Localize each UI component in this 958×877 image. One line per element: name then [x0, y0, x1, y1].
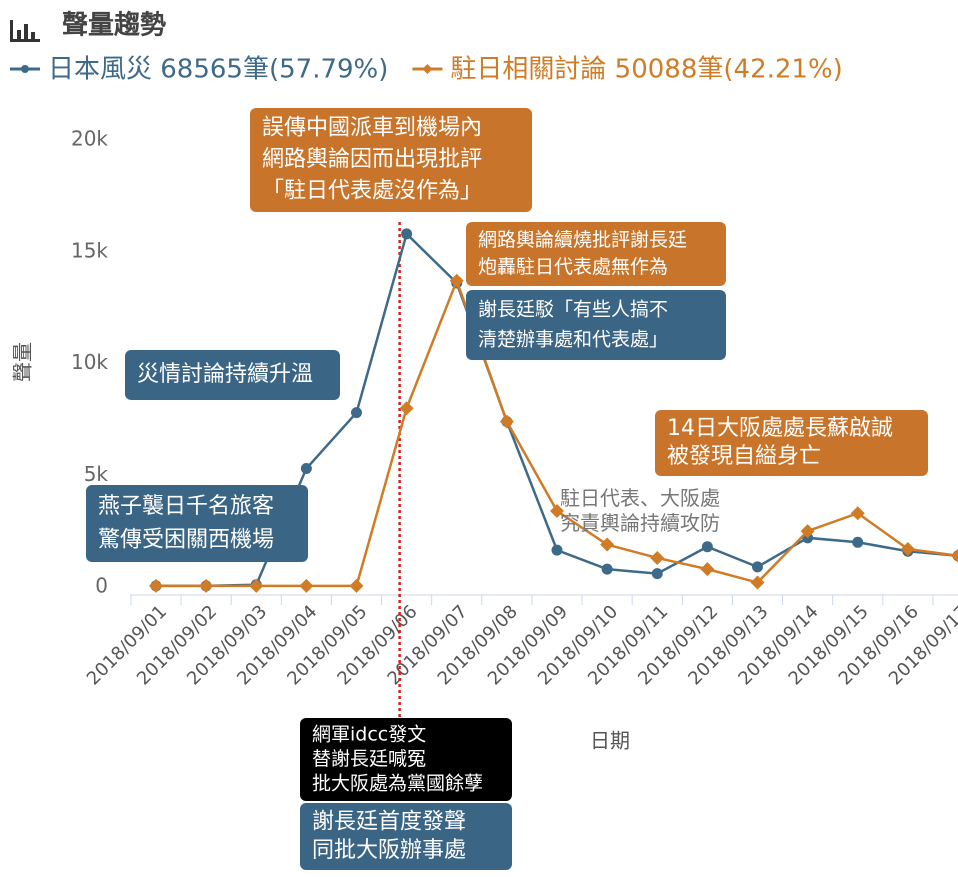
point — [401, 228, 413, 240]
legend-marker — [21, 65, 29, 73]
annotation-text: 被發現自縊身亡 — [667, 444, 821, 469]
point — [800, 524, 815, 539]
point — [550, 504, 564, 519]
point — [300, 463, 312, 475]
annotation-text: 14日大阪處處長蘇啟誠 — [667, 416, 893, 441]
annotation-box — [300, 718, 512, 801]
annotation-text: 驚傳受困關西機場 — [98, 527, 274, 552]
annotation-text: 同批大阪辦事處 — [312, 838, 466, 863]
y-tick-label: 20k — [71, 127, 108, 151]
y-tick-label: 15k — [71, 238, 108, 262]
annotation-box — [86, 485, 308, 562]
annotation-text: 誤傳中國派車到機場內 — [262, 116, 482, 141]
annotation-box — [250, 108, 532, 212]
annotation-text: 炮轟駐日代表處無作為 — [478, 256, 668, 278]
legend-marker — [422, 64, 433, 74]
point — [600, 537, 615, 552]
point — [449, 273, 464, 288]
chart-title: 聲量趨勢 — [62, 10, 166, 41]
y-tick-label: 10k — [71, 350, 108, 374]
point — [951, 548, 958, 563]
annotation-text: 批大阪處為黨國餘孽 — [312, 772, 483, 794]
point — [399, 401, 414, 416]
annotation-text: 謝長廷駁「有些人搞不 — [478, 299, 668, 321]
annotation-text: 災情討論持續升溫 — [137, 362, 313, 387]
title-icon — [10, 20, 40, 42]
point — [852, 536, 864, 548]
annotation-text: 清楚辦事處和代表處」 — [478, 329, 668, 351]
point — [651, 568, 663, 580]
y-axis-label: 聲量 — [11, 342, 35, 382]
point — [650, 550, 665, 565]
point — [700, 562, 715, 577]
point — [752, 561, 763, 573]
point — [601, 563, 613, 575]
annotation-text: 網路輿論因而出現批評 — [262, 147, 482, 172]
point — [850, 506, 865, 521]
point — [551, 544, 563, 556]
annotation-text: 究責輿論持續攻防 — [560, 511, 720, 535]
annotation-text: 駐日代表、大阪處 — [560, 486, 720, 510]
annotation-box — [125, 350, 340, 400]
point — [900, 542, 915, 557]
point — [499, 414, 514, 429]
legend-label: 日本風災 68565筆(57.79%) — [48, 55, 388, 85]
point — [750, 575, 765, 590]
point — [249, 578, 264, 593]
annotation-box — [466, 222, 726, 286]
y-tick-label: 5k — [84, 462, 109, 486]
annotation-text: 網軍idcc發文 — [312, 724, 426, 746]
annotation-box — [300, 803, 512, 870]
legend-label: 駐日相關討論 50088筆(42.21%) — [450, 55, 842, 85]
point — [199, 578, 214, 593]
point — [149, 578, 163, 593]
annotation-text: 謝長廷首度發聲 — [312, 809, 466, 834]
annotation-text: 燕子襲日千名旅客 — [98, 494, 274, 519]
point — [701, 541, 713, 553]
annotation-box — [655, 410, 928, 476]
annotation-text: 替謝長廷喊冤 — [312, 748, 426, 770]
annotation-box — [466, 290, 726, 360]
point — [299, 578, 314, 593]
point — [351, 407, 362, 419]
x-axis-label: 日期 — [590, 729, 630, 753]
y-tick-label: 0 — [95, 574, 108, 598]
annotation-text: 「駐日代表處沒作為」 — [262, 178, 482, 203]
annotation-text: 網路輿論續燒批評謝長廷 — [478, 229, 687, 251]
point — [349, 578, 364, 593]
